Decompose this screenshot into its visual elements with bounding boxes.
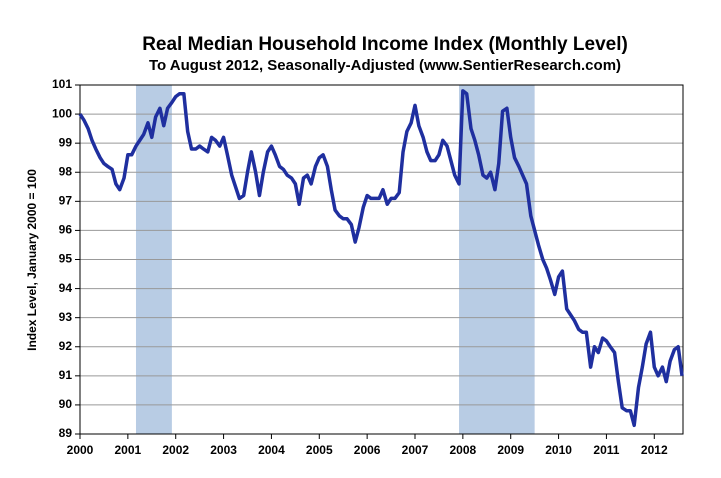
x-tick-label: 2005 — [306, 443, 333, 457]
x-tick-label: 2009 — [497, 443, 524, 457]
x-tick-label: 2012 — [641, 443, 668, 457]
x-tick-label: 2008 — [450, 443, 477, 457]
y-tick-label: 95 — [59, 252, 73, 266]
chart-title: Real Median Household Income Index (Mont… — [142, 34, 628, 55]
plot-frame — [79, 84, 684, 435]
x-tick-label: 2002 — [162, 443, 189, 457]
y-tick-label: 99 — [59, 135, 73, 149]
y-tick-label: 96 — [59, 223, 73, 237]
x-tick-label: 2001 — [115, 443, 142, 457]
chart-subtitle: To August 2012, Seasonally-Adjusted (www… — [149, 57, 621, 74]
y-tick-label: 92 — [59, 339, 73, 353]
y-tick-label: 98 — [59, 164, 73, 178]
y-tick-label: 89 — [59, 426, 73, 440]
y-axis-label: Index Level, January 2000 = 100 — [25, 169, 39, 351]
y-tick-label: 90 — [59, 397, 73, 411]
x-tick-label: 2007 — [402, 443, 429, 457]
x-tick-label: 2000 — [67, 443, 94, 457]
x-tick-label: 2004 — [258, 443, 285, 457]
x-tick-label: 2006 — [354, 443, 381, 457]
y-tick-label: 100 — [52, 106, 72, 120]
income-line — [78, 89, 684, 428]
x-tick-label: 2003 — [210, 443, 237, 457]
x-tick-label: 2010 — [545, 443, 572, 457]
y-tick-label: 101 — [52, 77, 72, 91]
y-tick-label: 94 — [59, 281, 73, 295]
y-tick-label: 93 — [59, 310, 73, 324]
x-tick-label: 2011 — [593, 443, 619, 457]
y-tick-label: 97 — [59, 194, 73, 208]
y-tick-label: 91 — [59, 368, 73, 382]
